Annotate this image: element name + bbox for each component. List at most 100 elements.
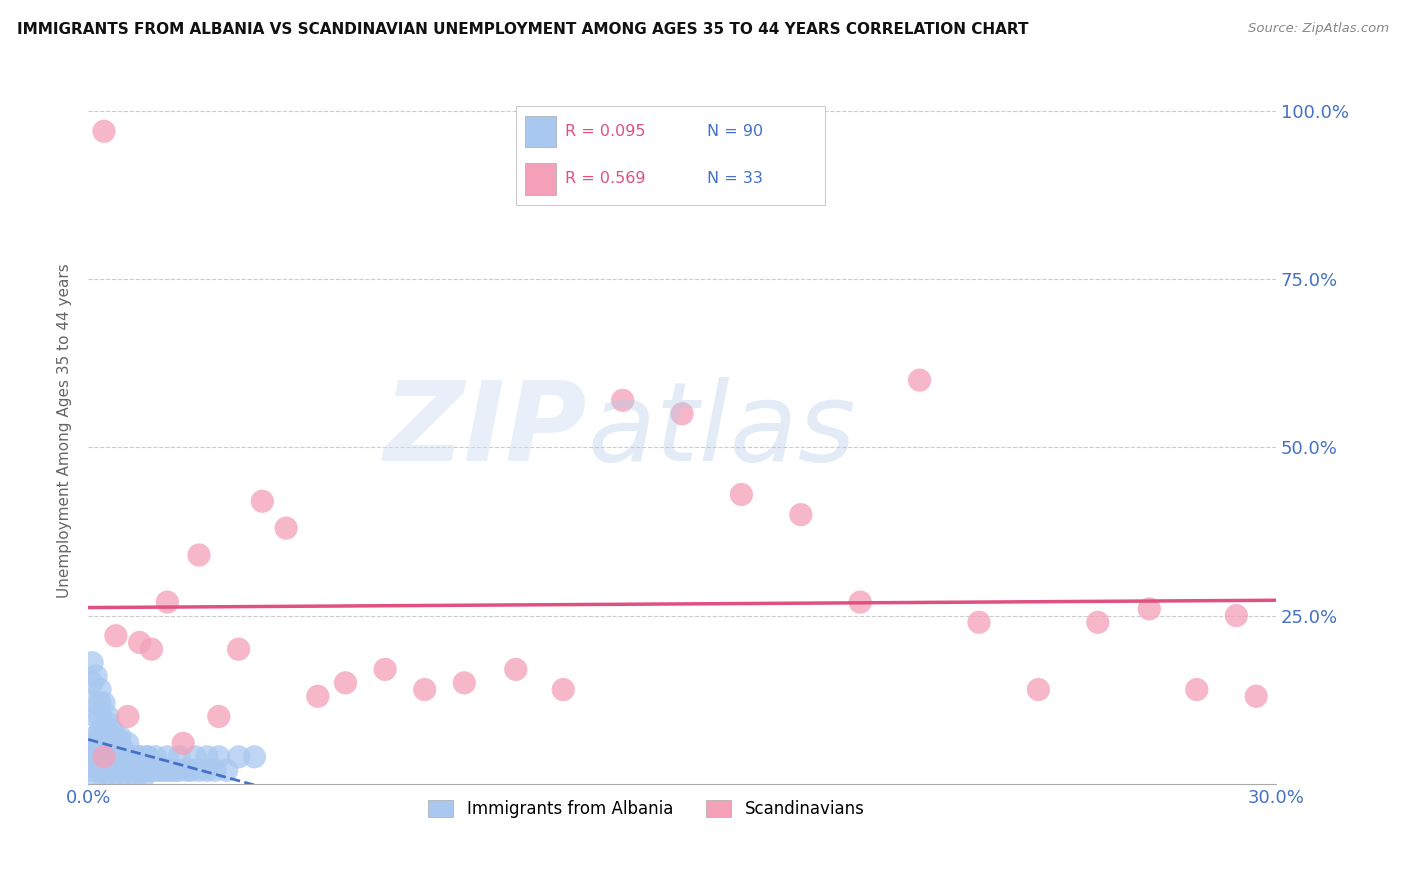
Point: [307, 690, 329, 704]
Point: [104, 749, 127, 764]
Point: [101, 743, 124, 757]
Point: [82, 676, 104, 690]
Point: [84, 709, 107, 723]
Point: [1028, 682, 1050, 697]
Point: [97, 709, 120, 723]
Point: [89, 709, 111, 723]
Point: [136, 764, 159, 778]
Point: [112, 749, 135, 764]
Point: [145, 764, 167, 778]
Text: Source: ZipAtlas.com: Source: ZipAtlas.com: [1249, 22, 1389, 36]
Point: [89, 736, 111, 750]
Point: [908, 373, 931, 387]
Point: [167, 749, 190, 764]
Point: [335, 676, 357, 690]
Legend: Immigrants from Albania, Scandinavians: Immigrants from Albania, Scandinavians: [422, 793, 872, 825]
Point: [141, 642, 163, 657]
Point: [121, 749, 143, 764]
Point: [108, 756, 131, 771]
Point: [1137, 602, 1160, 616]
Point: [82, 736, 104, 750]
Point: [180, 764, 202, 778]
Point: [93, 124, 115, 138]
Point: [82, 749, 104, 764]
Point: [160, 764, 183, 778]
Point: [104, 730, 127, 744]
Point: [117, 749, 139, 764]
Point: [141, 764, 163, 778]
Point: [89, 764, 111, 778]
Y-axis label: Unemployment Among Ages 35 to 44 years: Unemployment Among Ages 35 to 44 years: [58, 263, 72, 598]
Point: [274, 521, 297, 535]
Point: [84, 696, 107, 710]
Point: [108, 730, 131, 744]
Point: [89, 749, 111, 764]
Point: [104, 736, 127, 750]
Point: [152, 764, 174, 778]
Text: IMMIGRANTS FROM ALBANIA VS SCANDINAVIAN UNEMPLOYMENT AMONG AGES 35 TO 44 YEARS C: IMMIGRANTS FROM ALBANIA VS SCANDINAVIAN …: [17, 22, 1028, 37]
Point: [97, 736, 120, 750]
Point: [228, 749, 250, 764]
Point: [204, 764, 226, 778]
Point: [136, 749, 159, 764]
Point: [112, 764, 135, 778]
Point: [89, 696, 111, 710]
Point: [97, 716, 120, 731]
Point: [101, 756, 124, 771]
Point: [93, 770, 115, 784]
Point: [505, 662, 527, 676]
Point: [252, 494, 274, 508]
Point: [1185, 682, 1208, 697]
Point: [453, 676, 475, 690]
Point: [108, 736, 131, 750]
Text: atlas: atlas: [588, 377, 856, 484]
Point: [215, 764, 238, 778]
Point: [967, 615, 990, 630]
Point: [132, 756, 155, 771]
Point: [117, 709, 139, 723]
Point: [121, 749, 143, 764]
Point: [84, 756, 107, 771]
Point: [671, 407, 693, 421]
Point: [108, 749, 131, 764]
Point: [790, 508, 813, 522]
Text: ZIP: ZIP: [384, 377, 588, 484]
Point: [117, 770, 139, 784]
Point: [208, 709, 231, 723]
Point: [104, 764, 127, 778]
Point: [128, 635, 150, 649]
Point: [1244, 690, 1267, 704]
Point: [112, 743, 135, 757]
Point: [188, 548, 211, 562]
Point: [93, 749, 115, 764]
Point: [156, 595, 179, 609]
Point: [82, 656, 104, 670]
Point: [128, 749, 150, 764]
Point: [167, 764, 190, 778]
Point: [124, 770, 146, 784]
Point: [413, 682, 436, 697]
Point: [165, 764, 187, 778]
Point: [612, 393, 634, 408]
Point: [101, 743, 124, 757]
Point: [89, 682, 111, 697]
Point: [108, 770, 131, 784]
Point: [121, 764, 143, 778]
Point: [84, 743, 107, 757]
Point: [849, 595, 872, 609]
Point: [374, 662, 396, 676]
Point: [82, 764, 104, 778]
Point: [97, 749, 120, 764]
Point: [228, 642, 250, 657]
Point: [93, 696, 115, 710]
Point: [101, 723, 124, 737]
Point: [730, 487, 752, 501]
Point: [243, 749, 266, 764]
Point: [93, 756, 115, 771]
Point: [553, 682, 575, 697]
Point: [104, 749, 127, 764]
Point: [84, 730, 107, 744]
Point: [93, 723, 115, 737]
Point: [132, 770, 155, 784]
Point: [1087, 615, 1109, 630]
